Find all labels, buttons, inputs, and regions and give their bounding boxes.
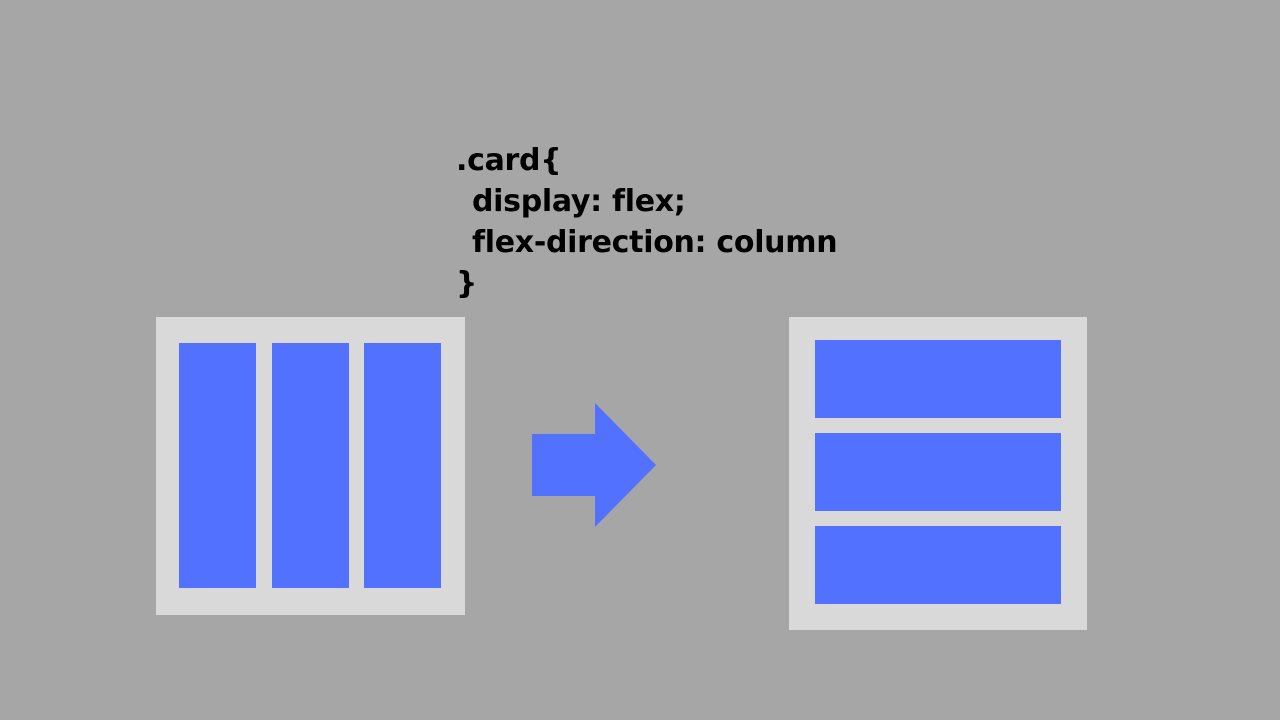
right-arrow-shape	[532, 403, 656, 527]
after-layout-container	[789, 317, 1087, 630]
code-closing-brace-line: }	[456, 266, 478, 301]
row-layout-block-2	[272, 343, 349, 588]
column-layout-block-3	[815, 526, 1061, 604]
column-layout-block-2	[815, 433, 1061, 511]
row-layout-block-3	[364, 343, 441, 588]
code-display-line: display: flex;	[472, 184, 686, 219]
code-flex-direction-line: flex-direction: column	[472, 225, 838, 260]
row-layout-block-1	[179, 343, 256, 588]
code-selector-line: .card{	[456, 143, 562, 178]
css-code-snippet: .card{ display: flex; flex-direction: co…	[456, 140, 838, 304]
right-arrow-icon	[532, 403, 656, 527]
before-layout-container	[156, 317, 465, 615]
column-layout-block-1	[815, 340, 1061, 418]
